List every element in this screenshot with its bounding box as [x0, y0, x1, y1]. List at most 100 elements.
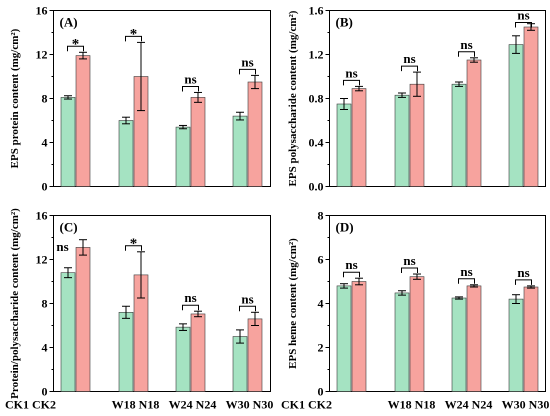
y-tick-label: 8 [42, 297, 48, 311]
bar-pink [466, 59, 482, 187]
y-tick-label: 16 [36, 4, 48, 18]
error-bar [194, 91, 202, 103]
bar-green [508, 44, 524, 187]
significance-label: ns [517, 265, 529, 280]
error-bar [413, 273, 421, 280]
bar-pink [523, 286, 539, 392]
significance-label: ns [403, 51, 415, 66]
bar-pink [247, 318, 263, 392]
significance-label: * [72, 36, 80, 52]
bar-pink [409, 83, 425, 187]
significance-bracket [401, 65, 418, 72]
bar-pink [409, 276, 425, 392]
panel-b: 0.0 0.4 0.8 1.2 1.6 EPS polysaccharide conten… [287, 4, 546, 194]
significance-label: ns [56, 239, 68, 254]
error-bar [137, 251, 145, 299]
significance-bracket [401, 267, 418, 274]
significance-label: ns [184, 71, 196, 86]
error-bar [455, 296, 463, 300]
error-bar [340, 98, 348, 110]
error-bar [137, 41, 145, 112]
error-bar [236, 329, 244, 344]
significance-label: ns [403, 253, 415, 268]
significance-bracket [182, 304, 199, 311]
significance-marks: ns ns ns ns [343, 253, 532, 285]
x-tick-label: W24 N24 [445, 398, 493, 412]
error-bar [179, 323, 187, 331]
bar-pink [351, 88, 367, 187]
x-axis: CK1 CK2 W18 N18 W24 N24 W30 N30 [281, 398, 549, 412]
error-bar [236, 111, 244, 121]
significance-marks: ns ns ns ns [343, 8, 532, 86]
y-tick-label: 0.4 [309, 136, 324, 150]
x-tick-label: W24 N24 [169, 398, 217, 412]
y-tick-label: 4 [318, 297, 324, 311]
y-tick-label: 8 [318, 209, 324, 223]
bar-green [175, 126, 191, 187]
x-tick-label: W18 N18 [112, 398, 160, 412]
y-tick-label: 4 [42, 341, 48, 355]
significance-bracket [343, 79, 360, 86]
bar-green [336, 285, 352, 392]
error-bar [251, 311, 259, 326]
bar-green [118, 311, 134, 392]
panel-label: (B) [336, 15, 353, 30]
error-bar [79, 51, 87, 60]
error-bar [413, 71, 421, 97]
y-axis-label: EPS protein content (mg/cm²) [9, 28, 21, 168]
y-tick-label: 16 [36, 209, 48, 223]
significance-bracket [239, 68, 256, 75]
bar-green [118, 120, 134, 187]
y-axis-label: EPS polysaccharide content (mg/cm²) [287, 10, 299, 186]
significance-label: ns [460, 37, 472, 52]
x-tick-label: W30 N30 [226, 398, 274, 412]
significance-bracket [515, 22, 532, 28]
error-bar [355, 277, 363, 286]
error-bar [122, 305, 130, 319]
y-axis: 0 4 8 12 16 [36, 209, 54, 399]
significance-label: ns [184, 290, 196, 305]
significance-bracket [182, 85, 199, 92]
bars [60, 239, 263, 392]
significance-bracket [458, 278, 475, 284]
y-tick-label: 0 [42, 180, 48, 194]
bar-green [394, 292, 410, 392]
error-bar [455, 81, 463, 87]
panel-label: (C) [60, 220, 78, 235]
x-tick-label: W30 N30 [502, 398, 550, 412]
y-tick-label: 1.6 [309, 4, 324, 18]
panel-label: (D) [336, 220, 354, 235]
error-bar [398, 92, 406, 98]
significance-label: * [130, 26, 138, 42]
x-tick-label: CK1 CK2 [281, 398, 332, 412]
y-axis-label: Protein/polysaccharide content (mg/cm²) [9, 208, 21, 399]
error-bar [122, 116, 130, 125]
error-bar [512, 294, 520, 304]
bar-pink [190, 97, 206, 187]
error-bar [470, 57, 478, 63]
error-bar [512, 35, 520, 54]
error-bar [64, 267, 72, 279]
bar-pink [351, 281, 367, 392]
y-axis: 0.0 0.4 0.8 1.2 1.6 [309, 4, 330, 194]
panel-label: (A) [60, 15, 78, 30]
significance-label: ns [345, 257, 357, 272]
significance-bracket [239, 305, 256, 312]
bar-green [232, 336, 248, 392]
y-tick-label: 1.2 [309, 48, 324, 62]
bar-green [394, 94, 410, 187]
y-tick-label: 8 [42, 92, 48, 106]
error-bar [355, 85, 363, 92]
error-bar [527, 285, 535, 289]
significance-bracket [458, 51, 475, 57]
x-tick-label: CK1 CK2 [5, 398, 56, 412]
y-tick-label: 0.0 [309, 180, 324, 194]
bar-green [60, 272, 76, 392]
significance-bracket [67, 45, 84, 52]
bar-green [336, 103, 352, 187]
error-bar [194, 310, 202, 318]
y-tick-label: 4 [42, 136, 48, 150]
